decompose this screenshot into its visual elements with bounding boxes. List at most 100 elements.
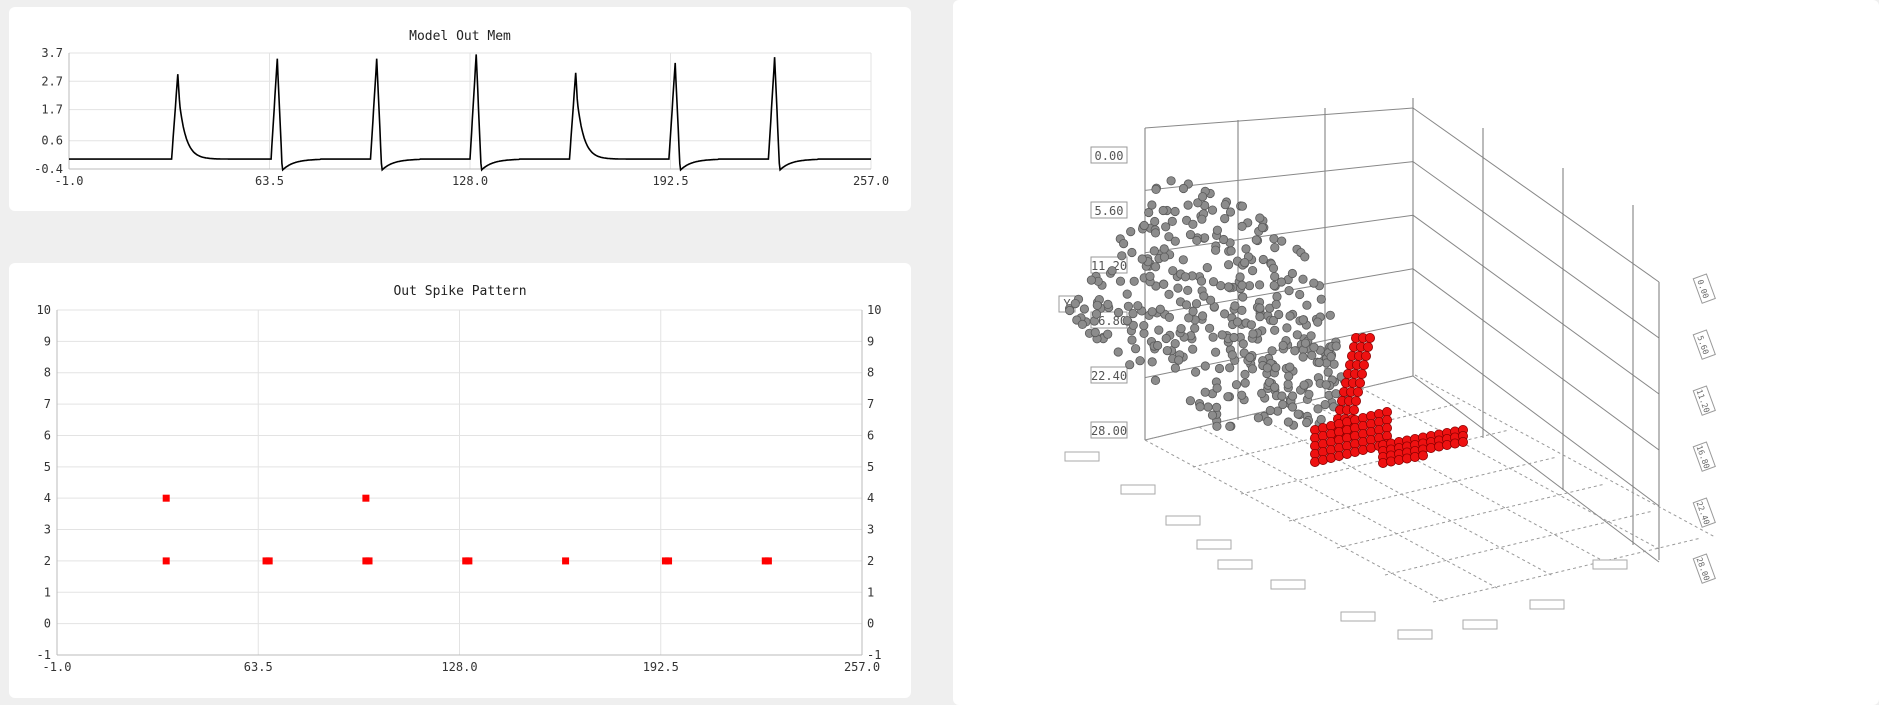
scatter-point-gray (1168, 266, 1178, 276)
scatter-point-gray (1276, 277, 1286, 287)
scatter-point-gray (1246, 320, 1256, 330)
scatter-point-gray (1212, 383, 1222, 393)
scatter-point-gray (1147, 357, 1157, 367)
scatter-point-gray (1170, 206, 1180, 217)
scatter-point-gray (1251, 235, 1261, 245)
scatter-point-gray (1270, 382, 1280, 392)
scatter-point-gray (1240, 369, 1250, 379)
y-tick-label-left: 3 (44, 523, 51, 537)
scatter-point-gray (1302, 417, 1312, 428)
y-tick-label-left: 1 (44, 585, 51, 599)
side-wall-line (1412, 161, 1660, 339)
scatter-point-gray (1210, 347, 1221, 357)
scatter-point-gray (1271, 362, 1281, 373)
scatter-point-gray (1170, 363, 1180, 373)
scatter-point-gray (1203, 402, 1213, 412)
scatter-point-gray (1150, 375, 1161, 385)
scatter-point-gray (1225, 207, 1236, 217)
y-tick-label-left: 7 (44, 397, 51, 411)
scatter-point-gray (1131, 344, 1141, 354)
scatter-point-gray (1300, 338, 1311, 348)
scatter-point-gray (1220, 200, 1230, 210)
floor-tick-box (1270, 579, 1306, 590)
scatter-point-gray (1200, 387, 1210, 397)
chart-title: Out Spike Pattern (393, 284, 526, 299)
right-tick-box (1692, 497, 1716, 528)
scatter-point-gray (1128, 308, 1138, 319)
3d-scatter-chart[interactable]: 0.00 5.60 11.20 16.80 22.40 28.00 Y 0.00 5.60 11.… (953, 0, 1879, 705)
y-tick-label-left: 10 (37, 303, 51, 317)
scatter-point-gray (1270, 325, 1280, 335)
scatter-point-gray (1278, 399, 1288, 410)
y-tick-label-left: 8 (44, 366, 51, 380)
scatter-point-gray (1257, 388, 1267, 398)
scatter-point-gray (1230, 301, 1240, 311)
floor-line (1384, 510, 1654, 576)
scatter-point-gray (1271, 299, 1281, 309)
scatter-point-gray (1295, 289, 1305, 300)
scatter-point-gray (1212, 225, 1222, 235)
y-tick-box (1090, 201, 1128, 219)
scatter-point-gray (1278, 340, 1288, 350)
scatter-point-gray (1304, 389, 1314, 399)
y-tick-label-left: 5 (44, 460, 51, 474)
scatter-point-gray (1277, 236, 1287, 246)
scatter-point-gray (1331, 341, 1341, 351)
scatter-point-red (1425, 442, 1436, 453)
side-wall-line (1412, 214, 1660, 395)
scatter-point-gray (1229, 332, 1239, 343)
scatter-point-gray (1270, 271, 1280, 282)
scatter-point-gray (1122, 315, 1132, 326)
floor-line (1432, 537, 1702, 603)
scatter-point-gray (1216, 280, 1226, 291)
scatter-point-gray (1117, 251, 1127, 261)
right-tick-box (1692, 385, 1716, 416)
y-tick-label-left: 9 (44, 334, 51, 348)
y-tick-label-right: -1 (867, 648, 881, 662)
scatter-point-gray (1167, 216, 1177, 226)
scatter-point-gray (1255, 312, 1265, 322)
scatter-point-red (1449, 438, 1460, 449)
floor-tick-box (1592, 559, 1628, 570)
scatter-point-gray (1086, 275, 1096, 285)
y-tick-label-right: 0 (867, 617, 874, 631)
scatter-point-red (1358, 359, 1369, 370)
3d-scatter-panel[interactable]: 0.00 5.60 11.20 16.80 22.40 28.00 Y 0.00 5.60 11.… (953, 0, 1879, 705)
side-wall-line (1412, 107, 1660, 283)
scatter-point-red (1352, 386, 1363, 397)
scatter-point-gray (1227, 350, 1237, 360)
scatter-point-gray (1198, 192, 1208, 202)
scatter-point-red (1457, 436, 1468, 447)
scatter-point-gray (1191, 367, 1201, 377)
scatter-point-gray (1147, 200, 1157, 210)
scatter-point-gray (1309, 342, 1319, 352)
scatter-point-gray (1207, 205, 1218, 215)
scatter-point-gray (1070, 298, 1080, 309)
scatter-point-gray (1331, 389, 1341, 399)
scatter-point-gray (1307, 350, 1317, 360)
scatter-point-gray (1323, 367, 1333, 377)
scatter-point-red (1385, 456, 1396, 467)
scatter-point-gray (1219, 309, 1230, 319)
spike-marker (162, 494, 170, 502)
y-axis-title: Y (1063, 297, 1071, 311)
y-tick-label-right: 4 (867, 491, 874, 505)
scatter-point-gray (1192, 235, 1202, 245)
scatter-point-gray (1255, 303, 1265, 313)
back-wall-line (1144, 214, 1414, 254)
scatter-point-gray (1159, 279, 1169, 289)
y-tick-label-left: 2 (44, 554, 51, 568)
scatter-point-gray (1155, 304, 1165, 314)
scatter-point-gray (1283, 379, 1293, 389)
scatter-point-gray (1255, 213, 1265, 223)
y-tick-label: 1.7 (41, 103, 63, 117)
scatter-point-gray (1153, 340, 1163, 351)
scatter-point-gray (1122, 289, 1132, 299)
y-tick-label-right: 9 (867, 334, 874, 348)
floor-tick-box (1064, 451, 1100, 462)
floor-tick-box (1196, 539, 1232, 550)
scatter-point-gray (1283, 417, 1293, 427)
floor-tick-box (1217, 559, 1253, 570)
scatter-point-gray (1268, 315, 1278, 326)
scatter-point-gray (1287, 402, 1298, 412)
